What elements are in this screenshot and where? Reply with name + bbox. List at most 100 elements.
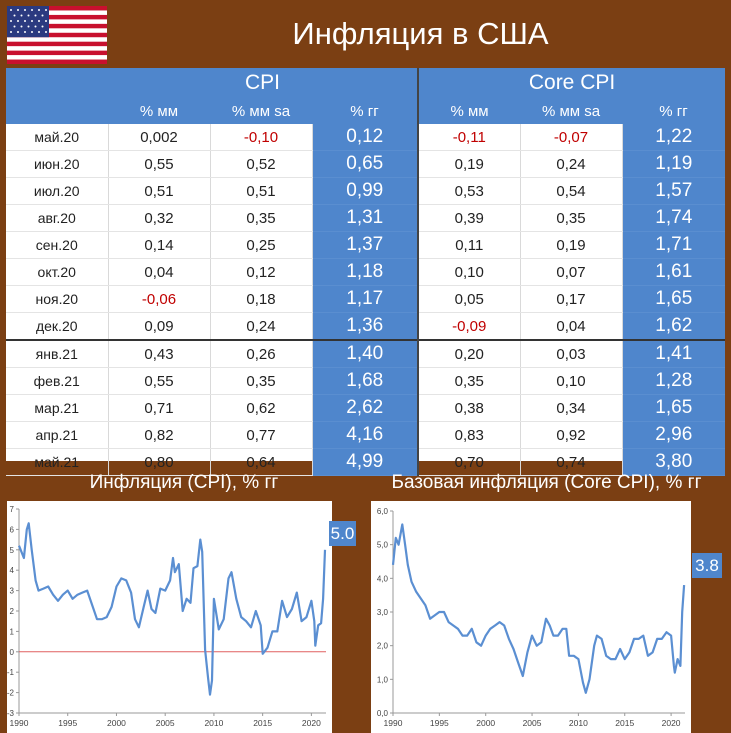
row-month: янв.21 — [6, 339, 109, 368]
y-tick-label: 1,0 — [377, 675, 389, 684]
table-cell: 0,20 — [418, 339, 521, 368]
table-cell: 1,22 — [622, 124, 726, 151]
inflation-table: CPI Core CPI % мм% мм sa% гг% мм% мм sa%… — [6, 68, 726, 476]
x-tick-label: 1990 — [10, 718, 29, 728]
table-cell: -0,11 — [418, 124, 521, 151]
table-row: июл.20 0,51 0,51 0,99 0,53 0,54 1,57 — [6, 177, 726, 205]
group-header-cpi: CPI — [108, 68, 420, 98]
table-cell: 1,41 — [622, 339, 726, 368]
table-cell: 1,62 — [622, 312, 726, 341]
y-tick-label: 2,0 — [377, 642, 389, 651]
table-cell: 0,19 — [418, 150, 521, 178]
table-cell: 1,71 — [622, 231, 726, 259]
x-tick-label: 2015 — [253, 718, 272, 728]
x-tick-label: 2020 — [302, 718, 321, 728]
table-cell: 0,10 — [418, 258, 521, 286]
x-tick-label: 2000 — [107, 718, 126, 728]
table-cell: 0,18 — [210, 285, 313, 313]
x-tick-label: 2005 — [156, 718, 175, 728]
table-row: ноя.20 -0,06 0,18 1,17 0,05 0,17 1,65 — [6, 285, 726, 313]
table-cell: 0,62 — [210, 394, 313, 422]
row-month: июн.20 — [6, 150, 109, 178]
y-tick-label: 2 — [10, 607, 15, 616]
x-tick-label: 2015 — [615, 718, 634, 728]
y-tick-label: -1 — [7, 668, 15, 677]
table-row: дек.20 0,09 0,24 1,36 -0,09 0,04 1,62 — [6, 312, 726, 341]
table-cell: 1,65 — [622, 285, 726, 313]
table-row: июн.20 0,55 0,52 0,65 0,19 0,24 1,19 — [6, 150, 726, 178]
table-cell: 1,61 — [622, 258, 726, 286]
table-cell: 0,26 — [210, 339, 313, 368]
y-tick-label: 5 — [10, 546, 15, 555]
y-tick-label: 5,0 — [377, 541, 389, 550]
table-cell: 0,09 — [108, 312, 211, 341]
table-cell: -0,06 — [108, 285, 211, 313]
table-cell: 1,37 — [312, 231, 420, 259]
series-line — [17, 522, 327, 696]
y-tick-label: 4,0 — [377, 574, 389, 583]
row-month: июл.20 — [6, 177, 109, 205]
table-cell: -0,09 — [418, 312, 521, 341]
table-cell: 0,12 — [312, 124, 420, 151]
row-month: мар.21 — [6, 394, 109, 422]
table-cell: 0,14 — [108, 231, 211, 259]
header-corner — [6, 68, 108, 98]
y-tick-label: 3 — [10, 587, 15, 596]
subheader-0: % мм — [108, 98, 210, 124]
subheader-4: % мм sa — [520, 98, 623, 124]
subheader-5: % гг — [622, 98, 726, 124]
table-cell: 0,51 — [210, 177, 313, 205]
table-row: фев.21 0,55 0,35 1,68 0,35 0,10 1,28 — [6, 367, 726, 395]
table-cell: 0,35 — [520, 204, 623, 232]
table-cell: 0,11 — [418, 231, 521, 259]
table-cell: 0,83 — [418, 421, 521, 449]
table-row: май.21 0,80 0,64 4,99 0,70 0,74 3,80 — [6, 448, 726, 476]
x-tick-label: 1995 — [430, 718, 449, 728]
row-month: ноя.20 — [6, 285, 109, 313]
table-cell: 4,16 — [312, 421, 420, 449]
subheader-1: % мм sa — [210, 98, 312, 124]
table-cell: 0,92 — [520, 421, 623, 449]
y-tick-label: 6,0 — [377, 507, 389, 516]
row-month: май.21 — [6, 448, 109, 476]
x-tick-label: 2020 — [662, 718, 681, 728]
table-cell: 3,80 — [622, 448, 726, 476]
table-cell: 0,04 — [520, 312, 623, 341]
table-cell: 0,35 — [210, 204, 313, 232]
table-cell: 0,34 — [520, 394, 623, 422]
table-cell: 0,77 — [210, 421, 313, 449]
table-cell: 0,35 — [210, 367, 313, 395]
subheader-corner — [6, 98, 108, 124]
row-month: май.20 — [6, 124, 109, 151]
y-tick-label: 6 — [10, 525, 15, 534]
table-cell: 1,19 — [622, 150, 726, 178]
table-cell: 0,35 — [418, 367, 521, 395]
table-cell: 0,54 — [520, 177, 623, 205]
x-tick-label: 2010 — [204, 718, 223, 728]
table-cell: 1,65 — [622, 394, 726, 422]
table-cell: 0,55 — [108, 150, 211, 178]
x-tick-label: 1990 — [384, 718, 403, 728]
table-cell: 4,99 — [312, 448, 420, 476]
subheader-2: % гг — [312, 98, 420, 124]
table-cell: 0,25 — [210, 231, 313, 259]
table-cell: 1,28 — [622, 367, 726, 395]
chart-title-core-cpi: Базовая инфляция (Core CPI), % гг — [391, 472, 702, 493]
row-month: авг.20 — [6, 204, 109, 232]
x-tick-label: 1995 — [58, 718, 77, 728]
table-cell: 0,99 — [312, 177, 420, 205]
table-cell: 0,74 — [520, 448, 623, 476]
cpi-line-chart: -3 -2 -1 0 1 2 3 4 5 6 7 1990 1995 2000 2005 2010 2015 20… — [7, 501, 332, 733]
table-row: май.20 0,002 -0,10 0,12 -0,11 -0,07 1,22 — [6, 124, 726, 151]
row-month: фев.21 — [6, 367, 109, 395]
table-cell: 0,12 — [210, 258, 313, 286]
x-tick-label: 2010 — [569, 718, 588, 728]
table-cell: 0,07 — [520, 258, 623, 286]
table-cell: 0,04 — [108, 258, 211, 286]
table-cell: 1,18 — [312, 258, 420, 286]
y-tick-label: 3,0 — [377, 608, 389, 617]
table-cell: 0,05 — [418, 285, 521, 313]
table-cell: 2,62 — [312, 394, 420, 422]
table-row: мар.21 0,71 0,62 2,62 0,38 0,34 1,65 — [6, 394, 726, 422]
